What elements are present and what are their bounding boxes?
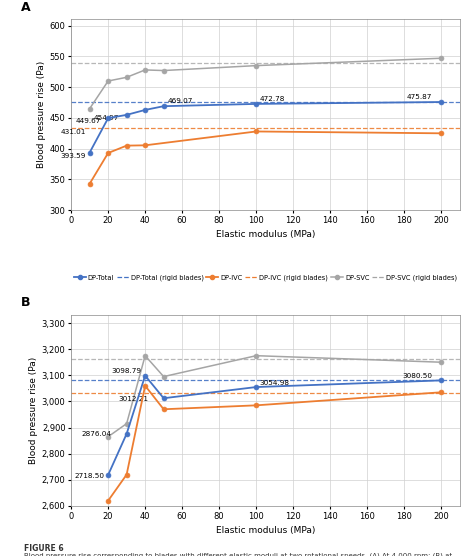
X-axis label: Elastic modulus (MPa): Elastic modulus (MPa) <box>216 230 315 239</box>
Text: 3098.79: 3098.79 <box>111 368 141 374</box>
Text: 431.01: 431.01 <box>61 129 86 135</box>
Text: 2718.50: 2718.50 <box>74 473 104 479</box>
Text: 472.78: 472.78 <box>260 96 285 102</box>
Text: A: A <box>20 1 30 14</box>
Text: 3054.98: 3054.98 <box>260 380 290 386</box>
Text: 475.87: 475.87 <box>407 95 432 101</box>
Text: Blood pressure rise corresponding to blades with different elastic moduli at two: Blood pressure rise corresponding to bla… <box>24 553 452 556</box>
Text: 393.59: 393.59 <box>61 153 86 159</box>
Text: B: B <box>20 296 30 310</box>
Text: 454.97: 454.97 <box>94 115 119 121</box>
Y-axis label: Blood pressure rise (Pa): Blood pressure rise (Pa) <box>36 61 46 168</box>
Text: 469.07: 469.07 <box>167 98 193 104</box>
Text: 3012.21: 3012.21 <box>119 396 149 402</box>
Y-axis label: Blood pressure rise (Pa): Blood pressure rise (Pa) <box>28 357 37 464</box>
X-axis label: Elastic modulus (MPa): Elastic modulus (MPa) <box>216 526 315 535</box>
Text: 2876.04: 2876.04 <box>82 431 112 438</box>
Text: 449.67: 449.67 <box>75 118 100 124</box>
Text: 3080.50: 3080.50 <box>402 374 432 379</box>
Legend: DP-Total, DP-Total (rigid blades), DP-IVC, DP-IVC (rigid blades), DP-SVC, DP-SVC: DP-Total, DP-Total (rigid blades), DP-IV… <box>74 275 457 281</box>
Text: FIGURE 6: FIGURE 6 <box>24 544 64 553</box>
